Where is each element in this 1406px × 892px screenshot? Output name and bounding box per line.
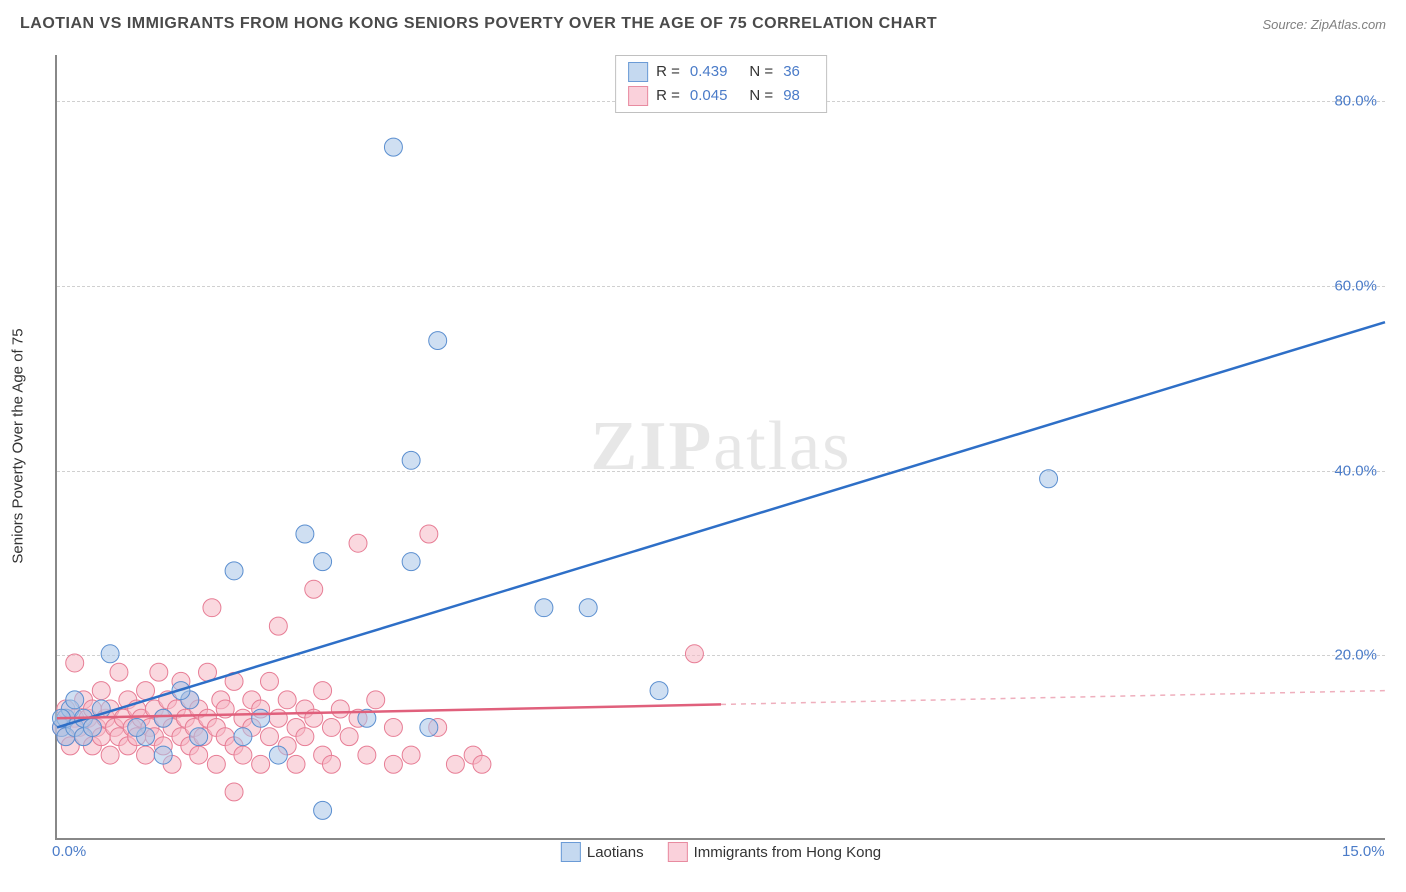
scatter-point xyxy=(384,755,402,773)
scatter-point xyxy=(314,682,332,700)
scatter-point xyxy=(650,682,668,700)
scatter-point xyxy=(101,645,119,663)
scatter-point xyxy=(340,728,358,746)
scatter-point xyxy=(349,534,367,552)
scatter-point xyxy=(234,728,252,746)
scatter-point xyxy=(225,783,243,801)
scatter-point xyxy=(305,580,323,598)
scatter-point xyxy=(66,654,84,672)
swatch-laotians xyxy=(628,62,648,82)
scatter-point xyxy=(420,718,438,736)
scatter-point xyxy=(137,682,155,700)
chart-svg xyxy=(57,55,1385,838)
scatter-point xyxy=(269,709,287,727)
scatter-point xyxy=(207,755,225,773)
scatter-point xyxy=(92,682,110,700)
swatch-hk-icon xyxy=(668,842,688,862)
scatter-point xyxy=(384,138,402,156)
scatter-point xyxy=(101,746,119,764)
scatter-point xyxy=(322,755,340,773)
legend-item-laotians: Laotians xyxy=(561,842,644,862)
r-value-laotians: 0.439 xyxy=(690,60,728,84)
scatter-point xyxy=(358,746,376,764)
r-label: R = xyxy=(656,60,680,84)
legend-label-laotians: Laotians xyxy=(587,844,644,861)
header: LAOTIAN VS IMMIGRANTS FROM HONG KONG SEN… xyxy=(20,15,1386,33)
scatter-point xyxy=(287,755,305,773)
scatter-point xyxy=(137,746,155,764)
scatter-point xyxy=(429,332,447,350)
swatch-laotians-icon xyxy=(561,842,581,862)
scatter-point xyxy=(190,746,208,764)
legend-stats-row-hk: R = 0.045 N = 98 xyxy=(628,84,814,108)
scatter-point xyxy=(110,663,128,681)
legend-stats-row-laotians: R = 0.439 N = 36 xyxy=(628,60,814,84)
scatter-point xyxy=(154,746,172,764)
scatter-point xyxy=(66,691,84,709)
n-value-laotians: 36 xyxy=(783,60,800,84)
trend-line-dashed xyxy=(721,691,1385,705)
scatter-point xyxy=(402,451,420,469)
scatter-point xyxy=(322,718,340,736)
scatter-point xyxy=(225,562,243,580)
scatter-point xyxy=(83,718,101,736)
scatter-point xyxy=(269,617,287,635)
x-tick-label: 15.0% xyxy=(1342,843,1385,860)
n-label: N = xyxy=(749,84,773,108)
scatter-point xyxy=(314,801,332,819)
swatch-hk xyxy=(628,86,648,106)
scatter-point xyxy=(535,599,553,617)
r-label: R = xyxy=(656,84,680,108)
y-axis-title: Seniors Poverty Over the Age of 75 xyxy=(10,328,27,563)
scatter-point xyxy=(446,755,464,773)
scatter-point xyxy=(314,553,332,571)
scatter-point xyxy=(269,746,287,764)
scatter-point xyxy=(384,718,402,736)
scatter-point xyxy=(190,728,208,746)
scatter-point xyxy=(234,746,252,764)
scatter-point xyxy=(260,672,278,690)
chart-title: LAOTIAN VS IMMIGRANTS FROM HONG KONG SEN… xyxy=(20,15,937,33)
n-label: N = xyxy=(749,60,773,84)
scatter-point xyxy=(252,709,270,727)
x-tick-label: 0.0% xyxy=(52,843,86,860)
source-label: Source: ZipAtlas.com xyxy=(1262,17,1386,32)
scatter-point xyxy=(402,746,420,764)
scatter-point xyxy=(260,728,278,746)
scatter-point xyxy=(203,599,221,617)
n-value-hk: 98 xyxy=(783,84,800,108)
scatter-point xyxy=(128,718,146,736)
legend-bottom: Laotians Immigrants from Hong Kong xyxy=(561,842,881,862)
scatter-point xyxy=(252,755,270,773)
scatter-point xyxy=(296,525,314,543)
legend-stats: R = 0.439 N = 36 R = 0.045 N = 98 xyxy=(615,55,827,113)
scatter-point xyxy=(402,553,420,571)
scatter-point xyxy=(278,691,296,709)
plot-area: 20.0%40.0%60.0%80.0% 0.0%15.0% ZIPatlas … xyxy=(55,55,1385,840)
scatter-point xyxy=(420,525,438,543)
scatter-point xyxy=(685,645,703,663)
scatter-point xyxy=(331,700,349,718)
scatter-point xyxy=(150,663,168,681)
scatter-point xyxy=(579,599,597,617)
scatter-point xyxy=(367,691,385,709)
scatter-point xyxy=(296,728,314,746)
scatter-point xyxy=(473,755,491,773)
scatter-point xyxy=(1040,470,1058,488)
scatter-point xyxy=(154,709,172,727)
legend-item-hk: Immigrants from Hong Kong xyxy=(668,842,882,862)
legend-label-hk: Immigrants from Hong Kong xyxy=(694,844,882,861)
trend-line xyxy=(57,322,1385,727)
r-value-hk: 0.045 xyxy=(690,84,728,108)
